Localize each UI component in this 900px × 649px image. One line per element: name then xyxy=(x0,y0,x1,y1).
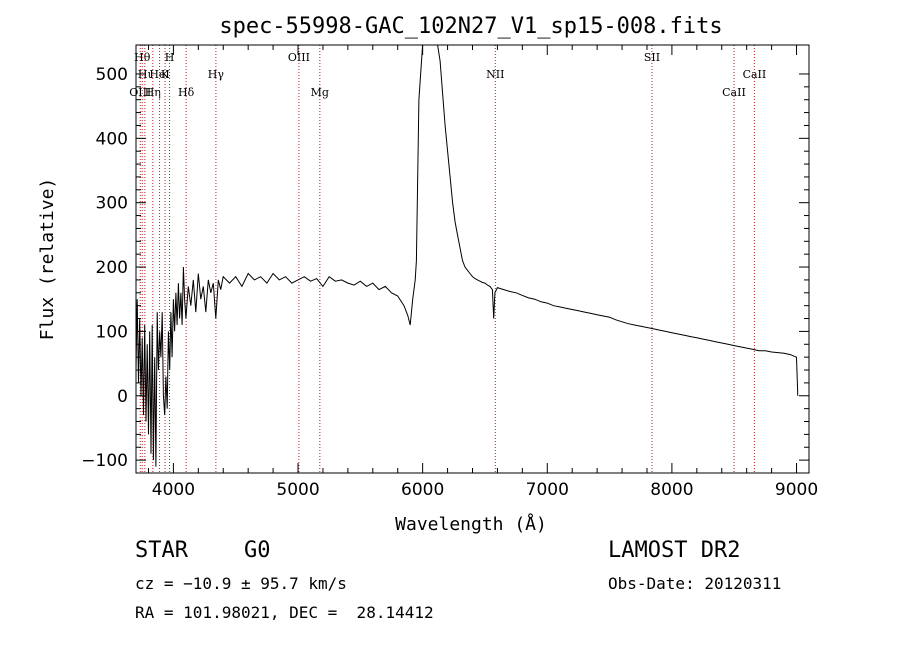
y-tick-label-3: 200 xyxy=(96,258,128,278)
line-marker-label-10: Mg xyxy=(311,86,329,99)
plot-frame xyxy=(135,44,810,474)
x-tick-label-4: 8000 xyxy=(650,480,693,500)
observation-date: Obs-Date: 20120311 xyxy=(608,574,782,593)
redshift-velocity: cz = −10.9 ± 95.7 km/s xyxy=(135,574,347,593)
x-tick-label-2: 6000 xyxy=(401,480,444,500)
y-tick-label-4: 300 xyxy=(96,194,128,214)
spectrum-line xyxy=(135,44,799,467)
chart-title: spec-55998-GAC_102N27_V1_sp15-008.fits xyxy=(219,14,722,39)
y-tick-label-5: 400 xyxy=(96,129,128,149)
x-axis-label: Wavelength (Å) xyxy=(395,513,547,535)
object-class: STAR xyxy=(135,538,188,563)
line-marker-label-12: SII xyxy=(644,51,660,64)
x-tick-label-5: 9000 xyxy=(775,480,818,500)
line-marker-label-4: HeI xyxy=(149,68,169,81)
y-tick-label-6: 500 xyxy=(96,65,128,85)
line-marker-label-3: Hη xyxy=(145,86,161,99)
object-subclass: G0 xyxy=(244,538,271,563)
line-marker-label-6: H xyxy=(165,51,175,64)
ra-dec-coordinates: RA = 101.98021, DEC = 28.14412 xyxy=(135,603,434,622)
line-marker-label-1: Hθ xyxy=(134,51,151,64)
line-marker-label-2: Hι xyxy=(138,68,152,81)
line-marker-label-8: Hγ xyxy=(208,68,225,81)
axis-ticks: 4000 5000 6000 7000 8000 9000 −100 0 100 200 300 40… xyxy=(81,45,818,500)
line-marker-label-0: OIII xyxy=(129,86,151,99)
y-axis-label: Flux (relative) xyxy=(37,178,58,341)
survey-name: LAMOST DR2 xyxy=(608,538,741,563)
line-marker-label-14: CaII xyxy=(743,68,767,81)
x-tick-label-3: 7000 xyxy=(526,480,569,500)
x-tick-label-1: 5000 xyxy=(276,480,319,500)
x-tick-label-0: 4000 xyxy=(152,480,195,500)
line-marker-label-7: Hδ xyxy=(178,86,195,99)
line-marker-label-11: NII xyxy=(486,68,504,81)
y-tick-label-2: 100 xyxy=(96,322,128,342)
line-marker-label-5: K xyxy=(161,68,170,81)
y-tick-label-1: 0 xyxy=(117,387,128,407)
line-marker-label-13: CaII xyxy=(722,86,746,99)
y-tick-label-0: −100 xyxy=(81,451,128,471)
line-marker-label-9: OIII xyxy=(288,51,310,64)
